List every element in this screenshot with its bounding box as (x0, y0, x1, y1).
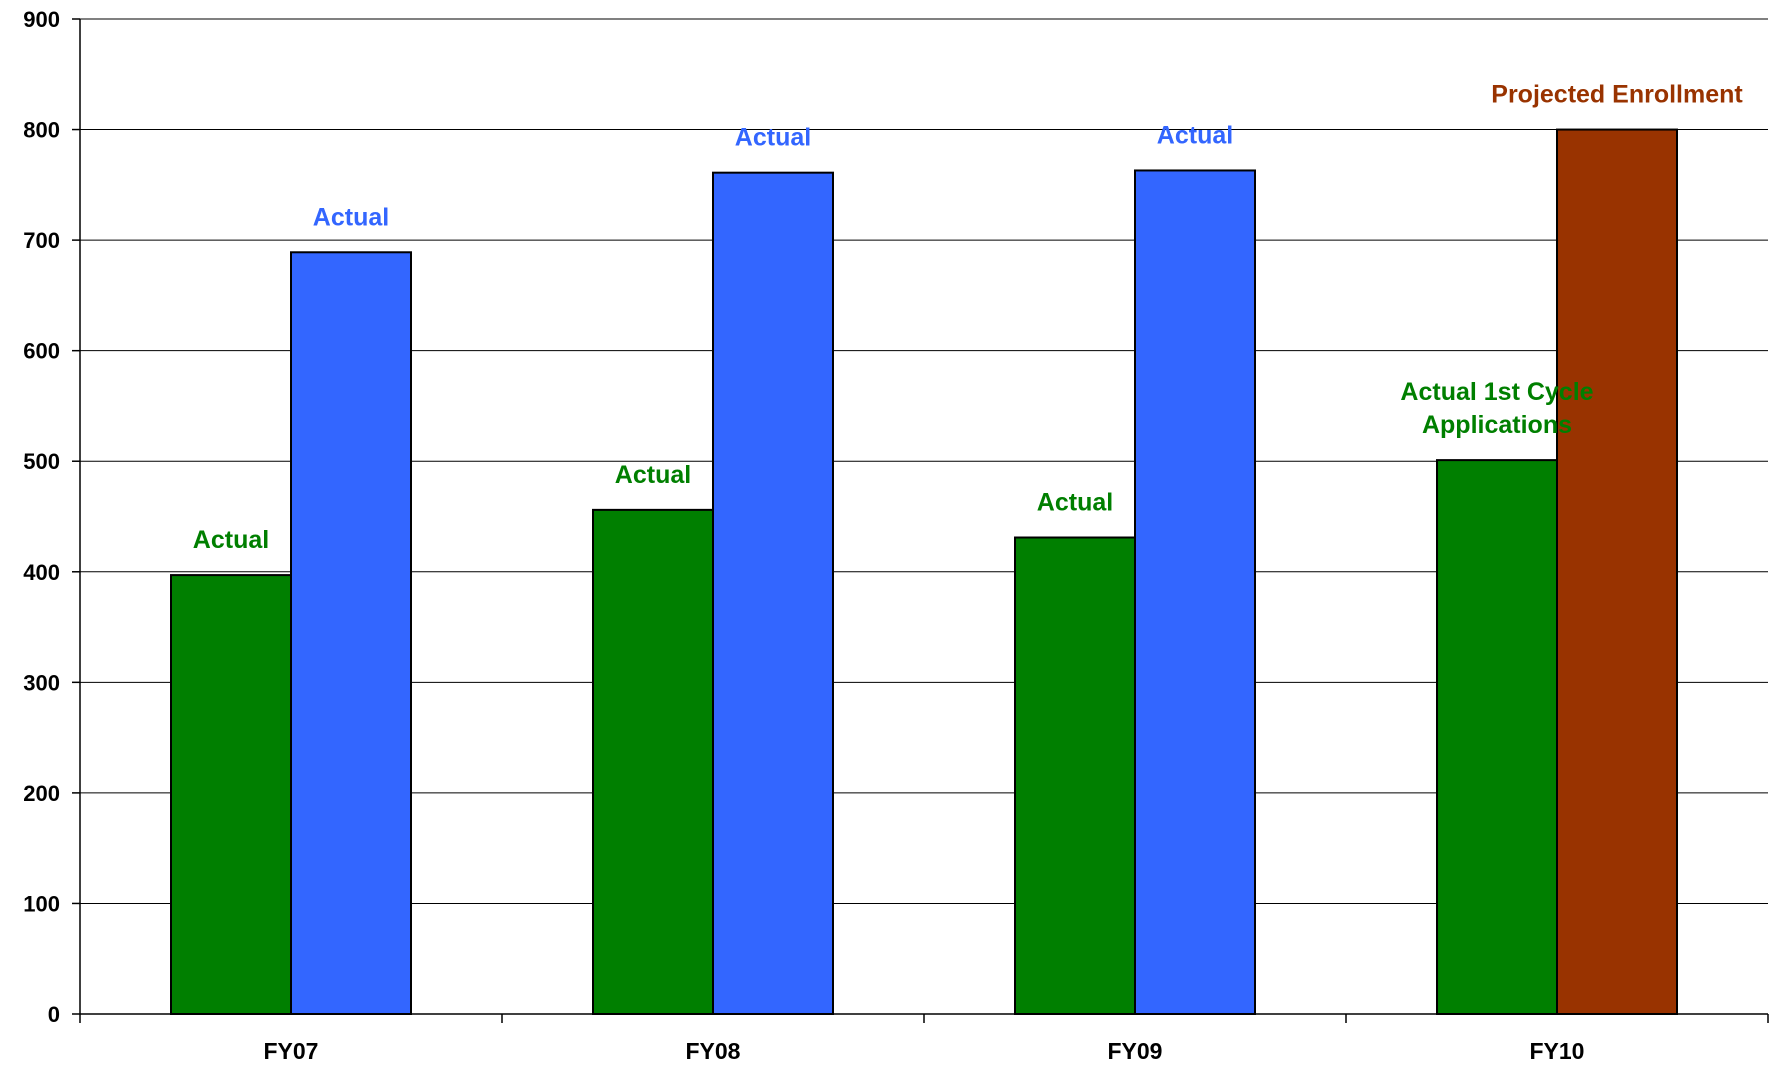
y-tick-label: 100 (23, 891, 60, 916)
bar-label-line: Actual (615, 461, 691, 489)
bar-fy08-2 (712, 171, 834, 1015)
x-category-label: FY10 (1530, 1038, 1585, 1064)
bar-fy10-2 (1556, 128, 1678, 1016)
y-axis-ticks: 0 100 200 300 400 500 600 700 800 900 (23, 7, 80, 1027)
x-category-label: FY09 (1108, 1038, 1163, 1064)
bar-label-fy08-1: Actual (615, 461, 691, 489)
bars (170, 128, 1678, 1016)
bar-label-line: Projected Enrollment (1491, 81, 1743, 109)
y-tick-label: 700 (23, 228, 60, 253)
y-tick-label: 800 (23, 118, 60, 143)
bar-label-fy08-2: Actual (735, 124, 811, 152)
bar-label-line: Applications (1422, 411, 1572, 439)
bar-label-line: Actual (735, 124, 811, 152)
bar-label-line: Actual (313, 203, 389, 231)
x-category-label: FY07 (264, 1038, 319, 1064)
bar-labels: Actual Actual Actual Actual Actual Actual Actu… (193, 81, 1744, 555)
y-tick-label: 400 (23, 560, 60, 585)
bar-label-fy10-2: Projected Enrollment (1491, 81, 1743, 109)
bar-fy07-2 (290, 251, 412, 1015)
y-tick-label: 300 (23, 670, 60, 695)
bar-label-line: Actual (1157, 121, 1233, 149)
bar-fy08-1 (592, 508, 714, 1015)
bar-label-fy09-2: Actual (1157, 121, 1233, 149)
y-tick-label: 0 (48, 1002, 60, 1027)
bar-fy10-1 (1436, 459, 1558, 1016)
bar-fy09-2 (1134, 169, 1256, 1015)
bar-label-fy10-1: Actual 1st Cycle Applications (1400, 378, 1593, 439)
bar-fy09-1 (1014, 536, 1136, 1015)
y-tick-label: 900 (23, 7, 60, 32)
y-tick-label: 600 (23, 339, 60, 364)
bar-label-line: Actual 1st Cycle (1400, 378, 1593, 406)
bar-label-fy07-2: Actual (313, 203, 389, 231)
y-tick-label: 500 (23, 449, 60, 474)
y-tick-label: 200 (23, 781, 60, 806)
bar-label-fy09-1: Actual (1037, 489, 1113, 517)
bar-label-line: Actual (193, 526, 269, 554)
x-category-label: FY08 (686, 1038, 741, 1064)
bar-fy07-1 (170, 574, 292, 1015)
bar-label-line: Actual (1037, 489, 1113, 517)
x-axis-ticks: FY07 FY08 FY09 FY10 (79, 1014, 1769, 1064)
bar-label-fy07-1: Actual (193, 526, 269, 554)
